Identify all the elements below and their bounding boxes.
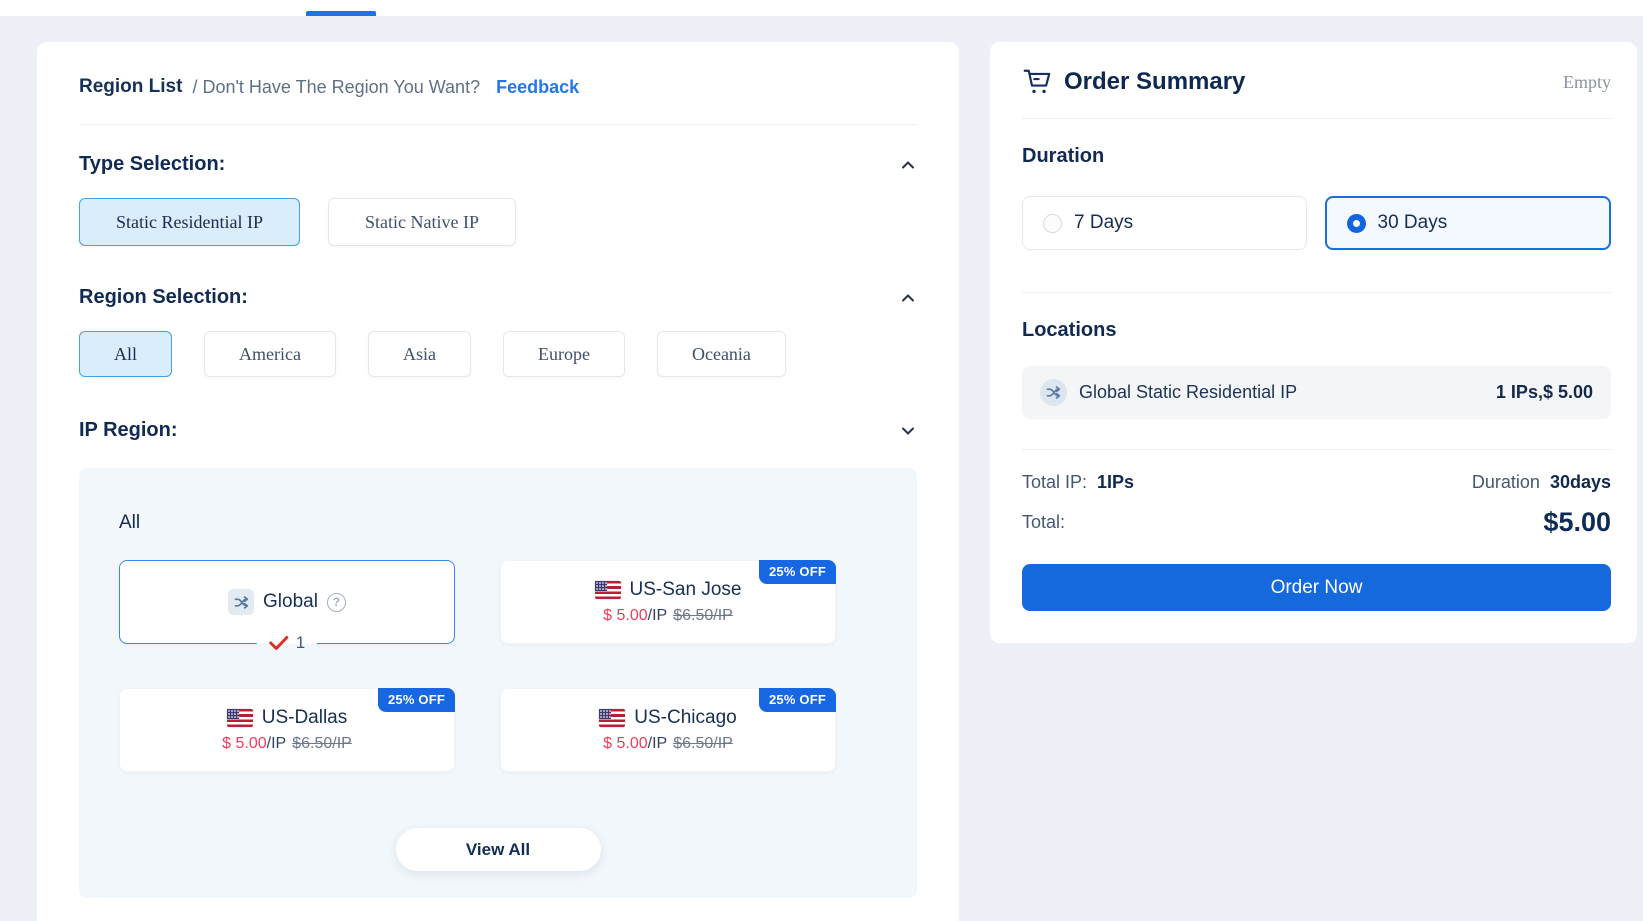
empty-cart-label: Empty xyxy=(1563,71,1611,92)
price-current: $ 5.00 xyxy=(603,735,648,752)
type-selection-title: Type Selection: xyxy=(79,153,226,175)
location-list-item[interactable]: Global Static Residential IP 1 IPs,$ 5.0… xyxy=(1022,366,1611,419)
view-all-wrap: View All xyxy=(119,828,877,871)
header-divider xyxy=(79,124,917,125)
help-circle-icon[interactable]: ? xyxy=(326,592,346,612)
region-option-asia[interactable]: Asia xyxy=(367,331,471,377)
us-flag-icon xyxy=(226,709,253,727)
total-row: Total: $5.00 xyxy=(1022,507,1611,538)
region-list-panel: Region List / Don't Have The Region You … xyxy=(37,42,959,921)
total-ip-row: Total IP: 1IPs Duration 30days xyxy=(1022,472,1611,493)
view-all-button[interactable]: View All xyxy=(395,828,601,871)
ip-region-title: IP Region: xyxy=(79,419,178,441)
region-option-all[interactable]: All xyxy=(79,331,173,377)
order-summary-title: Order Summary xyxy=(1064,68,1246,95)
type-option-static-native-ip[interactable]: Static Native IP xyxy=(327,198,516,246)
ip-group-label: All xyxy=(119,512,141,533)
discount-badge: 25% OFF xyxy=(758,688,836,712)
type-selection-options: Static Residential IP Static Native IP xyxy=(79,198,917,246)
page-title: Region List xyxy=(79,76,183,97)
price-old: $6.50/IP xyxy=(292,735,352,752)
top-tab-bar xyxy=(0,0,1643,16)
feedback-link[interactable]: Feedback xyxy=(496,76,580,97)
location-name: Global Static Residential IP xyxy=(1079,382,1298,402)
price-unit: /IP xyxy=(266,735,287,752)
totals-divider xyxy=(1022,449,1611,450)
price-old: $6.50/IP xyxy=(673,607,733,624)
chevron-down-icon[interactable] xyxy=(899,422,917,440)
ip-region-header: IP Region: xyxy=(79,419,917,442)
price-old: $6.50/IP xyxy=(673,735,733,752)
ip-card-us-chicago[interactable]: 25% OFF US-Chicago $ 5.00/IP $6.50/IP xyxy=(500,688,836,772)
shuffle-globe-icon xyxy=(1040,379,1067,406)
duration-option-label: 7 Days xyxy=(1074,212,1134,233)
price-line: $ 5.00/IP $6.50/IP xyxy=(603,607,733,625)
ip-card-name: Global xyxy=(263,591,318,612)
type-option-static-residential-ip[interactable]: Static Residential IP xyxy=(79,198,300,246)
type-selection-header: Type Selection: xyxy=(79,153,917,176)
ip-card-global[interactable]: Global ? 1 xyxy=(119,560,455,655)
chevron-up-icon[interactable] xyxy=(899,156,917,174)
us-flag-icon xyxy=(594,581,621,599)
ip-card-grid: Global ? 1 25% OFF US-San Jose $ 5.00/IP… xyxy=(119,560,877,772)
price-current: $ 5.00 xyxy=(222,735,267,752)
locations-title: Locations xyxy=(1022,319,1117,341)
total-ip-value: 1IPs xyxy=(1097,472,1135,492)
total-ip-label: Total IP: xyxy=(1022,472,1088,492)
selected-count: 1 xyxy=(295,633,306,652)
ip-card-name: US-San Jose xyxy=(629,579,742,600)
region-option-europe[interactable]: Europe xyxy=(502,331,625,377)
ip-card-us-dallas[interactable]: 25% OFF US-Dallas $ 5.00/IP $6.50/IP xyxy=(119,688,455,772)
us-flag-icon xyxy=(599,709,626,727)
check-icon xyxy=(269,636,289,650)
duration-option-label: 30 Days xyxy=(1377,212,1448,233)
ip-region-panel: All Global ? 1 xyxy=(79,468,917,898)
duration-option-30-days[interactable]: 30 Days xyxy=(1324,196,1611,250)
order-summary-header: Order Summary Empty xyxy=(1022,68,1611,118)
price-unit: /IP xyxy=(647,735,668,752)
radio-selected-icon xyxy=(1346,213,1366,233)
duration-option-7-days[interactable]: 7 Days xyxy=(1022,196,1307,250)
region-option-america[interactable]: America xyxy=(204,331,336,377)
order-now-button[interactable]: Order Now xyxy=(1022,564,1611,611)
order-summary-divider xyxy=(1022,118,1611,119)
radio-unselected-icon xyxy=(1043,213,1062,233)
shuffle-globe-icon xyxy=(228,589,255,615)
region-list-header: Region List / Don't Have The Region You … xyxy=(79,76,917,124)
region-selection-options: All America Asia Europe Oceania xyxy=(79,331,917,377)
location-detail: 1 IPs,$ 5.00 xyxy=(1495,382,1593,402)
ip-card-us-san-jose[interactable]: 25% OFF US-San Jose $ 5.00/IP $6.50/IP xyxy=(500,560,836,644)
total-amount: $5.00 xyxy=(1543,507,1611,537)
ip-card-title: Global ? xyxy=(228,589,346,615)
ip-card-title: US-San Jose xyxy=(594,579,742,601)
price-line: $ 5.00/IP $6.50/IP xyxy=(603,735,733,753)
duration-summary-label: Duration xyxy=(1471,472,1540,492)
discount-badge: 25% OFF xyxy=(758,560,836,584)
breadcrumb: / Don't Have The Region You Want? xyxy=(192,76,481,97)
order-summary-panel: Order Summary Empty Duration 7 Days 30 D… xyxy=(990,42,1637,643)
selected-count-chip: 1 xyxy=(256,631,318,655)
ip-card-title: US-Dallas xyxy=(226,707,348,729)
duration-options: 7 Days 30 Days xyxy=(1022,196,1611,250)
region-option-oceania[interactable]: Oceania xyxy=(656,331,786,377)
ip-card-name: US-Chicago xyxy=(634,707,737,728)
discount-badge: 25% OFF xyxy=(377,688,455,712)
price-line: $ 5.00/IP $6.50/IP xyxy=(222,735,352,753)
ip-card-name: US-Dallas xyxy=(261,707,348,728)
price-current: $ 5.00 xyxy=(603,607,648,624)
duration-title: Duration xyxy=(1022,145,1105,167)
total-label: Total: xyxy=(1022,512,1066,532)
chevron-up-icon[interactable] xyxy=(899,289,917,307)
active-tab-indicator xyxy=(306,11,376,16)
duration-locations-divider xyxy=(1022,292,1611,293)
ip-card-title: US-Chicago xyxy=(599,707,737,729)
shopping-cart-icon xyxy=(1023,69,1051,94)
region-selection-title: Region Selection: xyxy=(79,286,248,308)
price-unit: /IP xyxy=(647,607,668,624)
duration-summary-value: 30days xyxy=(1549,472,1611,492)
region-selection-header: Region Selection: xyxy=(79,286,917,309)
